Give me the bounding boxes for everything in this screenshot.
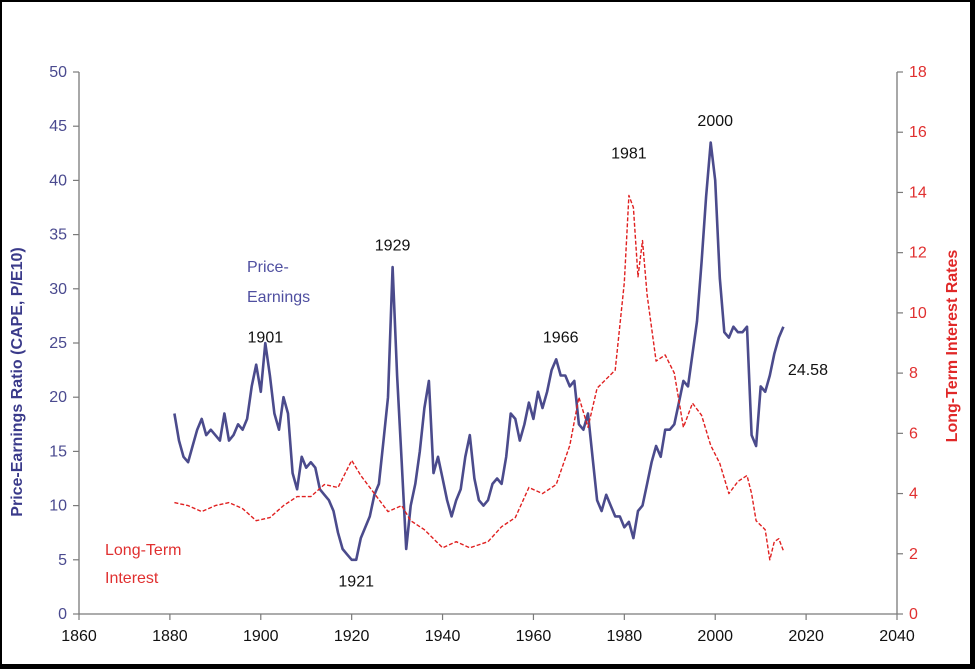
annotation-1981: 1981 — [611, 145, 647, 162]
x-tick-label: 1960 — [516, 628, 552, 645]
x-tick-label: 1900 — [243, 628, 279, 645]
x-tick-label: 1940 — [425, 628, 461, 645]
y-left-tick-label: 10 — [49, 498, 67, 515]
x-tick-label: 1920 — [334, 628, 370, 645]
pe-series-line — [173, 141, 785, 562]
annotation-1901: 1901 — [248, 330, 284, 347]
y-left-tick-label: 5 — [58, 552, 67, 569]
y-right-tick-label: 0 — [909, 606, 918, 623]
x-tick-label: 1880 — [152, 628, 188, 645]
pe-series-label-line1: Price- — [247, 259, 289, 276]
y-left-tick-label: 0 — [58, 606, 67, 623]
x-tick-label: 2020 — [788, 628, 824, 645]
y-left-tick-label: 45 — [49, 118, 67, 135]
axes-layer: 0 5 10 15 20 25 30 35 40 45 50 0 2 4 6 8 10 12 14 16 18 1860 1… — [49, 64, 927, 645]
x-tick-label: 1980 — [607, 628, 643, 645]
y-left-tick-label: 35 — [49, 227, 67, 244]
y-axis-left-label: Price-Earnings Ratio (CAPE, P/E10) — [9, 247, 26, 516]
y-axis-right-label: Long-Term Interest Rates — [944, 250, 961, 443]
annotation-1929: 1929 — [375, 237, 411, 254]
y-left-tick-label: 25 — [49, 335, 67, 352]
y-left-tick-label: 20 — [49, 389, 67, 406]
x-tick-label: 1860 — [61, 628, 97, 645]
annotation-1921: 1921 — [338, 573, 374, 590]
y-right-tick-label: 2 — [909, 546, 918, 563]
y-left-tick-label: 40 — [49, 172, 67, 189]
y-right-tick-label: 18 — [909, 64, 927, 81]
series-layer — [173, 141, 785, 562]
y-right-tick-label: 16 — [909, 124, 927, 141]
y-right-tick-label: 12 — [909, 245, 927, 262]
y-right-tick-label: 4 — [909, 486, 918, 503]
rate-series-label-line2: Interest — [105, 570, 159, 587]
rate-series-line — [174, 194, 785, 561]
pe-series-label-line2: Earnings — [247, 289, 310, 306]
y-left-tick-label: 30 — [49, 281, 67, 298]
text-layer: Price-Earnings Ratio (CAPE, P/E10) Long-… — [9, 113, 961, 591]
y-right-tick-label: 8 — [909, 365, 918, 382]
y-right-tick-label: 6 — [909, 425, 918, 442]
y-left-tick-label: 15 — [49, 443, 67, 460]
x-tick-label: 2040 — [879, 628, 915, 645]
rate-series-label-line1: Long-Term — [105, 542, 181, 559]
y-left-tick-label: 50 — [49, 64, 67, 81]
y-right-tick-label: 14 — [909, 184, 927, 201]
annotation-24-58: 24.58 — [788, 362, 828, 379]
x-tick-label: 2000 — [697, 628, 733, 645]
annotation-2000: 2000 — [697, 113, 733, 130]
annotation-1966: 1966 — [543, 330, 579, 347]
y-right-tick-label: 10 — [909, 305, 927, 322]
